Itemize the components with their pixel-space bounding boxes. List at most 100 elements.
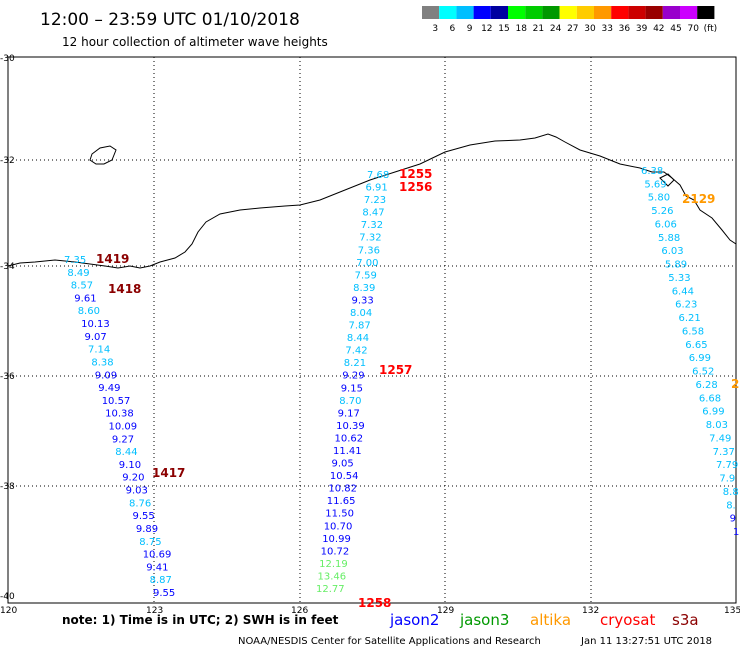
legend-label: 39 [636, 24, 648, 34]
legend-swatch [525, 6, 543, 19]
swh-reading: 7.32 [359, 233, 381, 244]
swh-reading: 10.70 [324, 521, 353, 532]
swh-reading: 8.44 [115, 447, 137, 458]
swh-reading: 8.70 [339, 396, 361, 407]
swh-reading: 11.50 [325, 509, 354, 520]
legend-swatch [645, 6, 663, 19]
legend-swatch [559, 6, 577, 19]
swh-reading: 9.61 [74, 293, 96, 304]
swh-reading: 9.33 [352, 296, 374, 307]
legend-swatch [473, 6, 491, 19]
legend-label: 3 [432, 24, 438, 34]
legend-swatch [662, 6, 680, 19]
footer-timestamp: Jan 11 13:27:51 UTC 2018 [580, 636, 712, 647]
legend-label: 6 [450, 24, 456, 34]
map-title: 12:00 – 23:59 UTC 01/10/2018 [40, 10, 300, 30]
lon-label: 135 [724, 606, 740, 616]
swh-reading: 9.29 [342, 371, 364, 382]
swh-reading: 6.38 [641, 166, 663, 177]
lat-label: -40 [0, 592, 15, 602]
legend-label: 45 [670, 24, 681, 34]
swh-reading: 9.17 [338, 408, 360, 419]
legend-label: 21 [533, 24, 544, 34]
swh-reading: 6.03 [661, 246, 683, 257]
footer-credit: NOAA/NESDIS Center for Satellite Applica… [238, 636, 541, 647]
longitude-labels: 120 123 126 129 132 135 [0, 606, 740, 616]
swh-reading: 9.09 [95, 370, 117, 381]
pass-label: 1256 [399, 180, 432, 194]
swh-reading: 8. [726, 500, 736, 511]
swh-reading: 7.23 [364, 195, 386, 206]
swh-reading: 8.57 [71, 281, 93, 292]
swh-reading: 8.76 [129, 498, 151, 509]
swh-reading: 10.38 [105, 409, 134, 420]
swh-reading: 10.82 [328, 484, 357, 495]
legend-label: (ft) [704, 24, 718, 34]
swh-reading: 8.47 [362, 208, 384, 219]
swh-reading: 6.99 [689, 353, 711, 364]
swh-reading: 9.49 [98, 383, 120, 394]
pass-time-labels: 1419 1418 1417 1255 1256 1257 1258 2129 … [96, 167, 739, 610]
swh-reading: 7.9 [719, 474, 735, 485]
satellite-name: s3a [672, 611, 699, 629]
swh-reading: 6.06 [655, 220, 677, 231]
lat-label: -34 [0, 262, 15, 272]
swh-reading: 8.44 [347, 333, 369, 344]
legend-label: 36 [619, 24, 631, 34]
lon-label: 120 [0, 606, 17, 616]
lon-label: 129 [437, 606, 454, 616]
swh-reading: 9.15 [341, 383, 363, 394]
pass-label: 2129 [682, 192, 715, 206]
lat-label: -32 [0, 156, 15, 166]
swh-reading: 9.20 [122, 473, 144, 484]
swh-reading: 8.04 [350, 308, 372, 319]
swh-reading: 6.21 [679, 313, 701, 324]
legend-label: 15 [498, 24, 509, 34]
swh-reading: 9 [730, 514, 736, 525]
swh-reading: 7.32 [361, 220, 383, 231]
swh-reading: 10.62 [335, 434, 364, 445]
legend-label: 42 [653, 24, 664, 34]
swh-reading: 10.54 [330, 471, 359, 482]
legend-label: 12 [481, 24, 492, 34]
swh-reading: 6.44 [672, 286, 694, 297]
swh-reading: 10.69 [143, 550, 172, 561]
swh-reading: 6.91 [366, 183, 388, 194]
swh-reading: 7.68 [367, 170, 389, 181]
legend-swatch [456, 6, 474, 19]
legend-swatch [439, 6, 457, 19]
legend-swatch [697, 6, 715, 19]
legend-label: 9 [467, 24, 473, 34]
legend-label: 70 [687, 24, 699, 34]
swh-reading: 9.10 [119, 460, 141, 471]
swh-reading: 9.55 [153, 588, 175, 599]
legend-swatch [594, 6, 612, 19]
swh-reading: 13.46 [318, 572, 347, 583]
swh-reading: 10.39 [336, 421, 365, 432]
swh-reading: 6.23 [675, 300, 697, 311]
swh-reading: 7.35 [64, 255, 86, 266]
lat-label: -36 [0, 372, 15, 382]
swh-reading: 9.55 [133, 511, 155, 522]
swh-reading: 7.87 [349, 321, 371, 332]
legend-swatch [628, 6, 646, 19]
satellite-name: jason2 [389, 611, 439, 629]
swh-reading: 5.89 [665, 260, 687, 271]
legend-swatch [508, 6, 526, 19]
swh-reading: 8.39 [353, 283, 375, 294]
swh-reading: 5.26 [651, 206, 673, 217]
island [89, 145, 117, 165]
pass-label: 1417 [152, 466, 185, 480]
swh-reading: 10.72 [321, 546, 350, 557]
swh-reading: 9.05 [332, 459, 354, 470]
swh-reading: 8.75 [139, 537, 161, 548]
swh-reading: 7.36 [358, 245, 380, 256]
track-2-readings: 7.686.917.238.477.327.327.367.007.598.39… [316, 170, 389, 595]
swh-reading: 9.41 [146, 562, 168, 573]
legend-swatch [611, 6, 629, 19]
legend-label: 18 [515, 24, 527, 34]
swh-reading: 7.42 [345, 346, 367, 357]
swh-reading: 6.58 [682, 326, 704, 337]
satellite-legend: jason2 jason3 altika cryosat s3a [389, 611, 699, 629]
satellite-name: cryosat [600, 611, 655, 629]
